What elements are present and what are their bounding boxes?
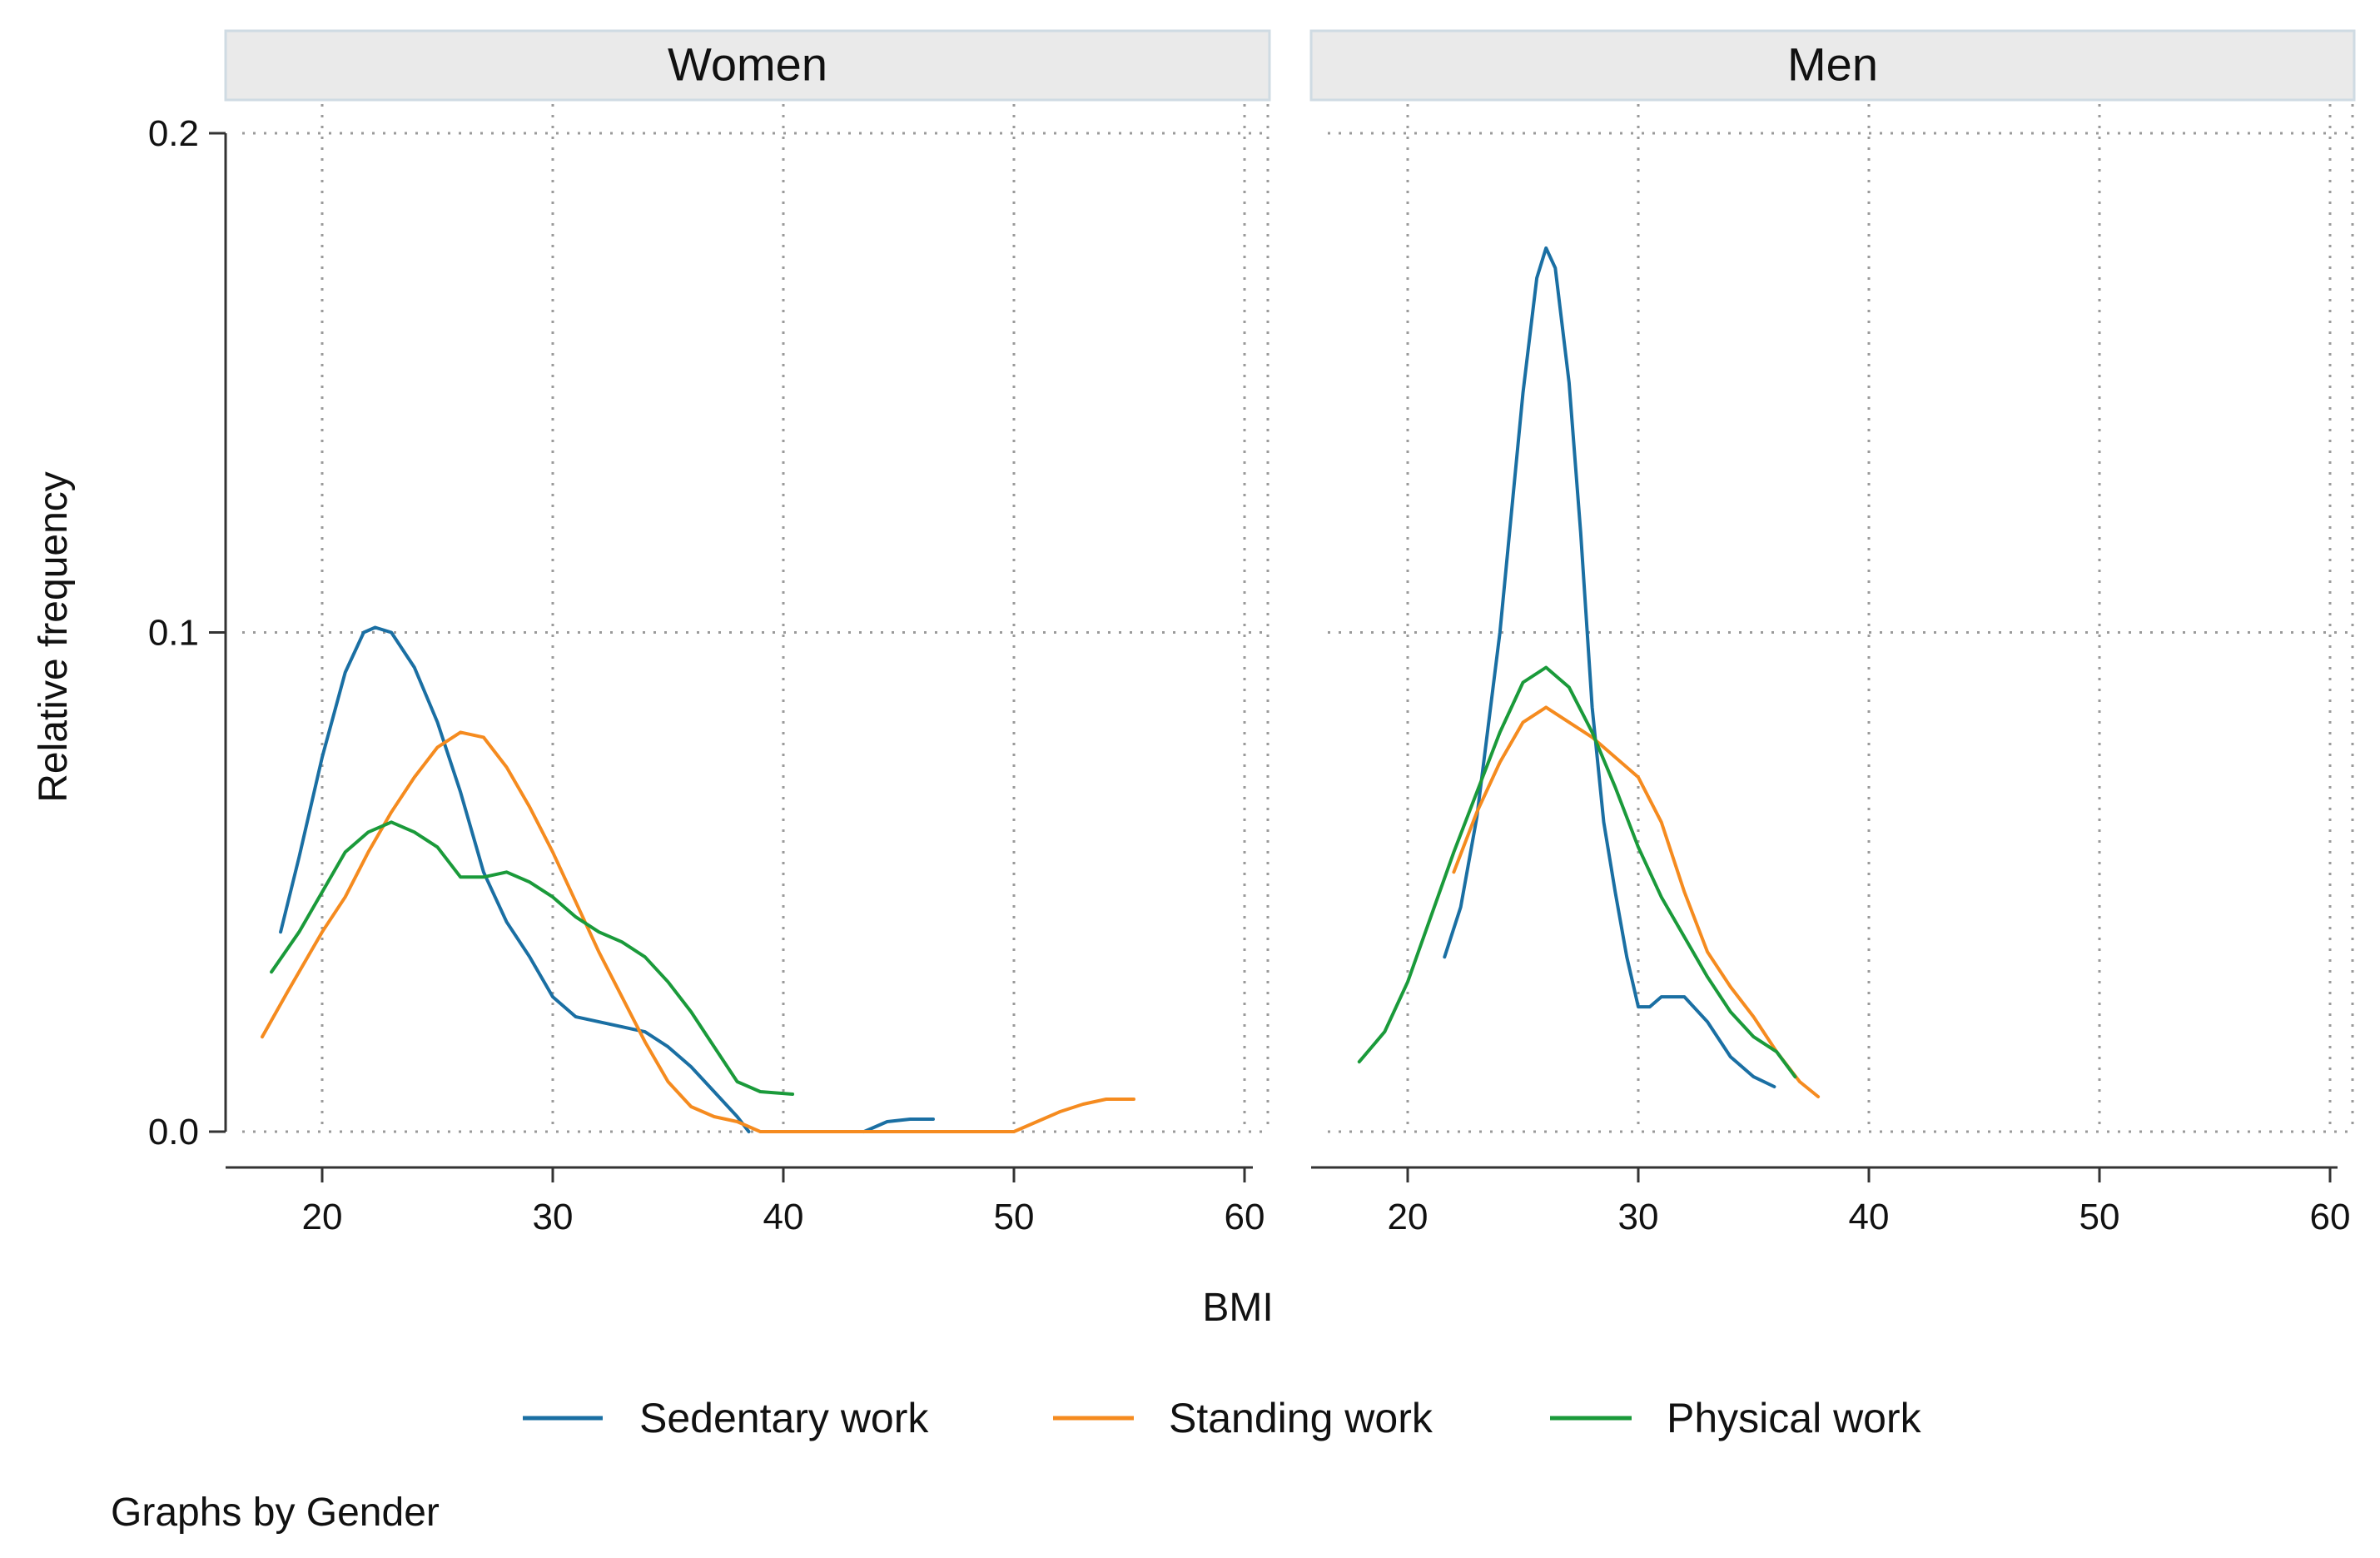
x-tick-label: 30 [533,1197,574,1237]
series-line-standing-work [1452,705,1821,1098]
x-tick-label: 60 [1225,1197,1265,1237]
x-tick-label: 40 [763,1197,804,1237]
panel-title: Men [1787,38,1878,91]
series-line-physical-work [1357,665,1797,1079]
series-line-sedentary-work [1443,246,1776,1088]
panel-strip [224,29,1271,102]
x-tick-label: 20 [302,1197,343,1237]
series-line-sedentary-work [279,625,751,1133]
x-tick-label: 30 [1618,1197,1659,1237]
x-tick-label: 60 [2310,1197,2351,1237]
panel-strip [1309,29,2356,102]
y-tick-label: 0.2 [148,113,199,154]
y-axis-title: Relative frequency [32,471,76,803]
series-line-standing-work [261,730,1135,1133]
series-line-sedentary-work [862,1117,935,1133]
legend-label-physical-work: Physical work [1667,1395,1922,1441]
legend-label-standing-work: Standing work [1169,1395,1433,1441]
y-tick-label: 0.0 [148,1112,199,1152]
panel-title: Women [668,38,827,91]
y-tick-label: 0.1 [148,613,199,654]
panel-women: Women 20 30 40 50 60 0.0 0.1 0.2 [148,29,1271,1237]
legend-label-sedentary-work: Sedentary work [639,1395,929,1441]
x-tick-label: 20 [1388,1197,1428,1237]
graphs-by-note: Graphs by Gender [111,1491,440,1535]
x-tick-label: 50 [994,1197,1035,1237]
x-tick-label: 50 [2079,1197,2120,1237]
x-tick-label: 40 [1849,1197,1890,1237]
x-axis-title: BMI [1202,1286,1273,1330]
panel-men: Men 20 30 40 50 60 [1309,29,2356,1237]
legend: Sedentary work Standing work Physical work [523,1395,1922,1441]
series-line-physical-work [270,820,795,1096]
